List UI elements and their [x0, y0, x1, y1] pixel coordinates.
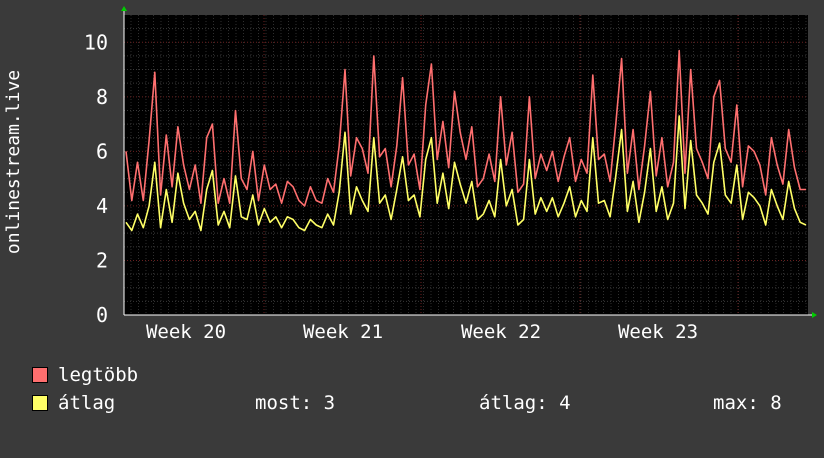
y-tick-label: 10 [84, 30, 108, 54]
x-axis-arrow [812, 312, 817, 318]
y-axis-arrow [121, 6, 127, 11]
y-axis-label: onlinestream.live [3, 70, 24, 254]
legend-swatch-avg [32, 395, 48, 411]
legend-swatch-max [32, 367, 48, 383]
x-tick-label: Week 22 [461, 321, 541, 343]
legend-item-avg: átlag [32, 392, 115, 414]
stat-now: most: 3 [255, 392, 336, 414]
stat-max: max: 8 [713, 392, 782, 414]
series-line-avg [125, 115, 807, 232]
legend-label-max: legtöbb [58, 364, 139, 386]
series-line-max [125, 49, 806, 207]
y-tick-label: 6 [96, 139, 108, 163]
legend-label-avg: átlag [58, 392, 116, 414]
x-tick-label: Week 20 [146, 321, 226, 343]
y-tick-label: 0 [96, 303, 108, 327]
chart: 0 2 4 6 8 10 Week 20 Week 21 Week 22 Week 23 onli… [3, 6, 817, 343]
y-tick-label: 2 [96, 248, 108, 272]
legend-item-max: legtöbb [32, 364, 138, 386]
y-tick-label: 8 [96, 85, 108, 109]
stat-average: átlag: 4 [479, 392, 571, 414]
x-tick-label: Week 21 [303, 321, 383, 343]
y-tick-label: 4 [96, 194, 108, 218]
x-tick-label: Week 23 [618, 321, 698, 343]
